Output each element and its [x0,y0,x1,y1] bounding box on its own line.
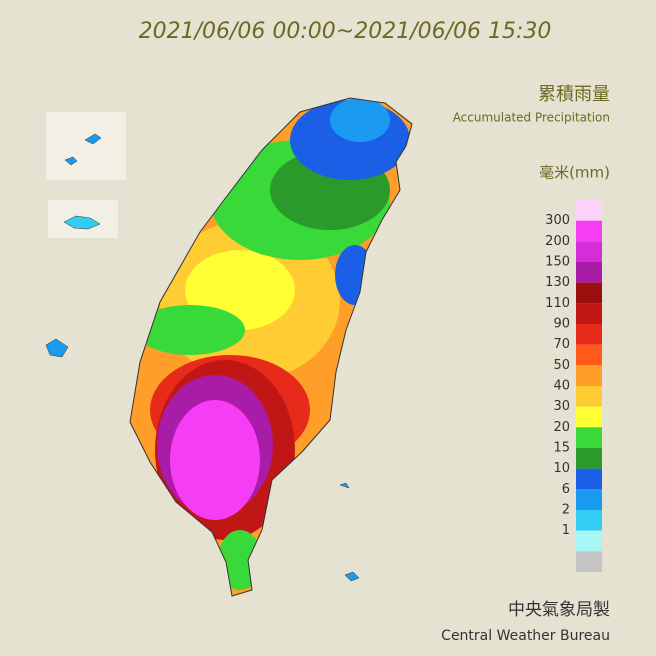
legend-label: 200 [545,234,570,249]
legend-label: 130 [545,275,570,290]
legend-swatch [576,510,602,531]
legend-label: 10 [553,461,570,476]
legend-title-zh: 累積雨量 [538,84,610,105]
legend-label: 90 [553,317,570,332]
legend-swatch [576,468,602,490]
islands [339,482,360,582]
legend-label: 6 [562,482,570,497]
legend-label: 15 [553,441,570,456]
legend-label: 40 [553,379,570,394]
legend-swatch [576,448,602,469]
legend-swatch [576,324,602,345]
legend-swatch [576,282,602,304]
legend-swatch [576,241,602,262]
legend-swatch [576,386,602,407]
legend-label: 30 [553,399,570,414]
legend-label: 20 [553,420,570,435]
footer-zh: 中央氣象局製 [508,600,610,620]
legend-swatch [576,220,602,242]
legend-swatch [576,489,602,510]
legend-unit: 毫米(mm) [539,164,610,182]
title: 2021/06/06 00:00~2021/06/06 15:30 [139,19,552,44]
legend-swatch [576,551,602,572]
inset-box [46,112,126,180]
legend-label: 70 [553,337,570,352]
legend-swatch [576,262,602,283]
legend-label: 300 [545,213,570,228]
legend-swatch [576,530,602,552]
legend-label: 50 [553,358,570,373]
footer-en: Central Weather Bureau [441,628,610,644]
legend-swatch [576,365,602,386]
legend-label: 1 [562,523,570,538]
legend-title-en: Accumulated Precipitation [453,111,610,125]
legend-swatch [576,406,602,428]
legend-swatch [576,303,602,324]
penghu [45,338,69,358]
legend-label: 2 [562,503,570,518]
legend-swatch [576,427,602,448]
taiwan-rainfall [130,98,412,596]
islands [64,133,102,166]
legend-label: 110 [545,296,570,311]
coastline [129,97,413,597]
legend-label: 150 [545,255,570,270]
legend-swatch [576,344,602,366]
islands [63,215,101,230]
legend-swatch [576,200,602,221]
